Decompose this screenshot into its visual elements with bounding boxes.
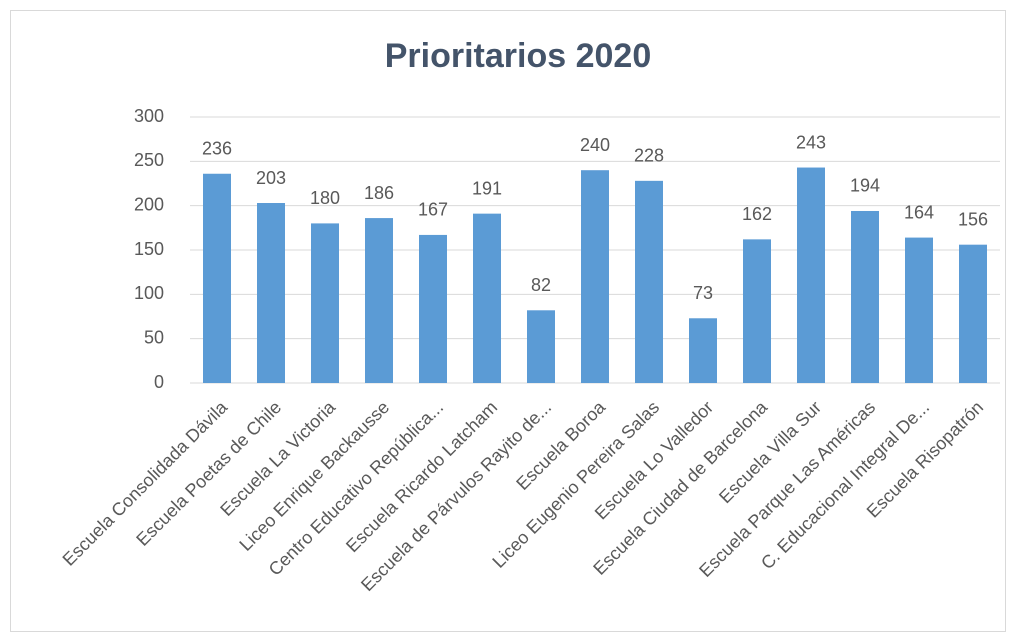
bar [581, 170, 609, 383]
chart-border [10, 10, 1006, 632]
data-label: 191 [472, 178, 502, 198]
y-tick-label: 100 [134, 283, 164, 303]
bar [419, 234, 447, 383]
bar [797, 167, 825, 383]
y-tick-label: 0 [154, 372, 164, 392]
data-label: 228 [634, 146, 664, 166]
data-label: 186 [364, 183, 394, 203]
bar [635, 180, 663, 383]
bar [311, 223, 339, 383]
data-label: 243 [796, 132, 826, 152]
bar [851, 210, 879, 383]
bar [527, 310, 555, 383]
y-tick-label: 300 [134, 106, 164, 126]
y-tick-label: 150 [134, 239, 164, 259]
data-label: 194 [850, 176, 880, 196]
data-label: 240 [580, 135, 610, 155]
bar [365, 218, 393, 383]
bar [257, 203, 285, 383]
bar [689, 318, 717, 383]
bar [203, 173, 231, 383]
y-tick-label: 200 [134, 194, 164, 214]
y-tick-label: 50 [144, 327, 164, 347]
bar [743, 239, 771, 383]
data-label: 236 [202, 138, 232, 158]
data-label: 167 [418, 200, 448, 220]
data-label: 73 [693, 283, 713, 303]
data-label: 156 [958, 209, 988, 229]
chart-title: Prioritarios 2020 [385, 37, 651, 75]
bar [905, 237, 933, 383]
data-label: 162 [742, 204, 772, 224]
y-tick-label: 250 [134, 150, 164, 170]
data-label: 164 [904, 202, 934, 222]
data-label: 82 [531, 275, 551, 295]
data-label: 203 [256, 168, 286, 188]
bar [959, 244, 987, 383]
data-label: 180 [310, 188, 340, 208]
bar [473, 213, 501, 383]
